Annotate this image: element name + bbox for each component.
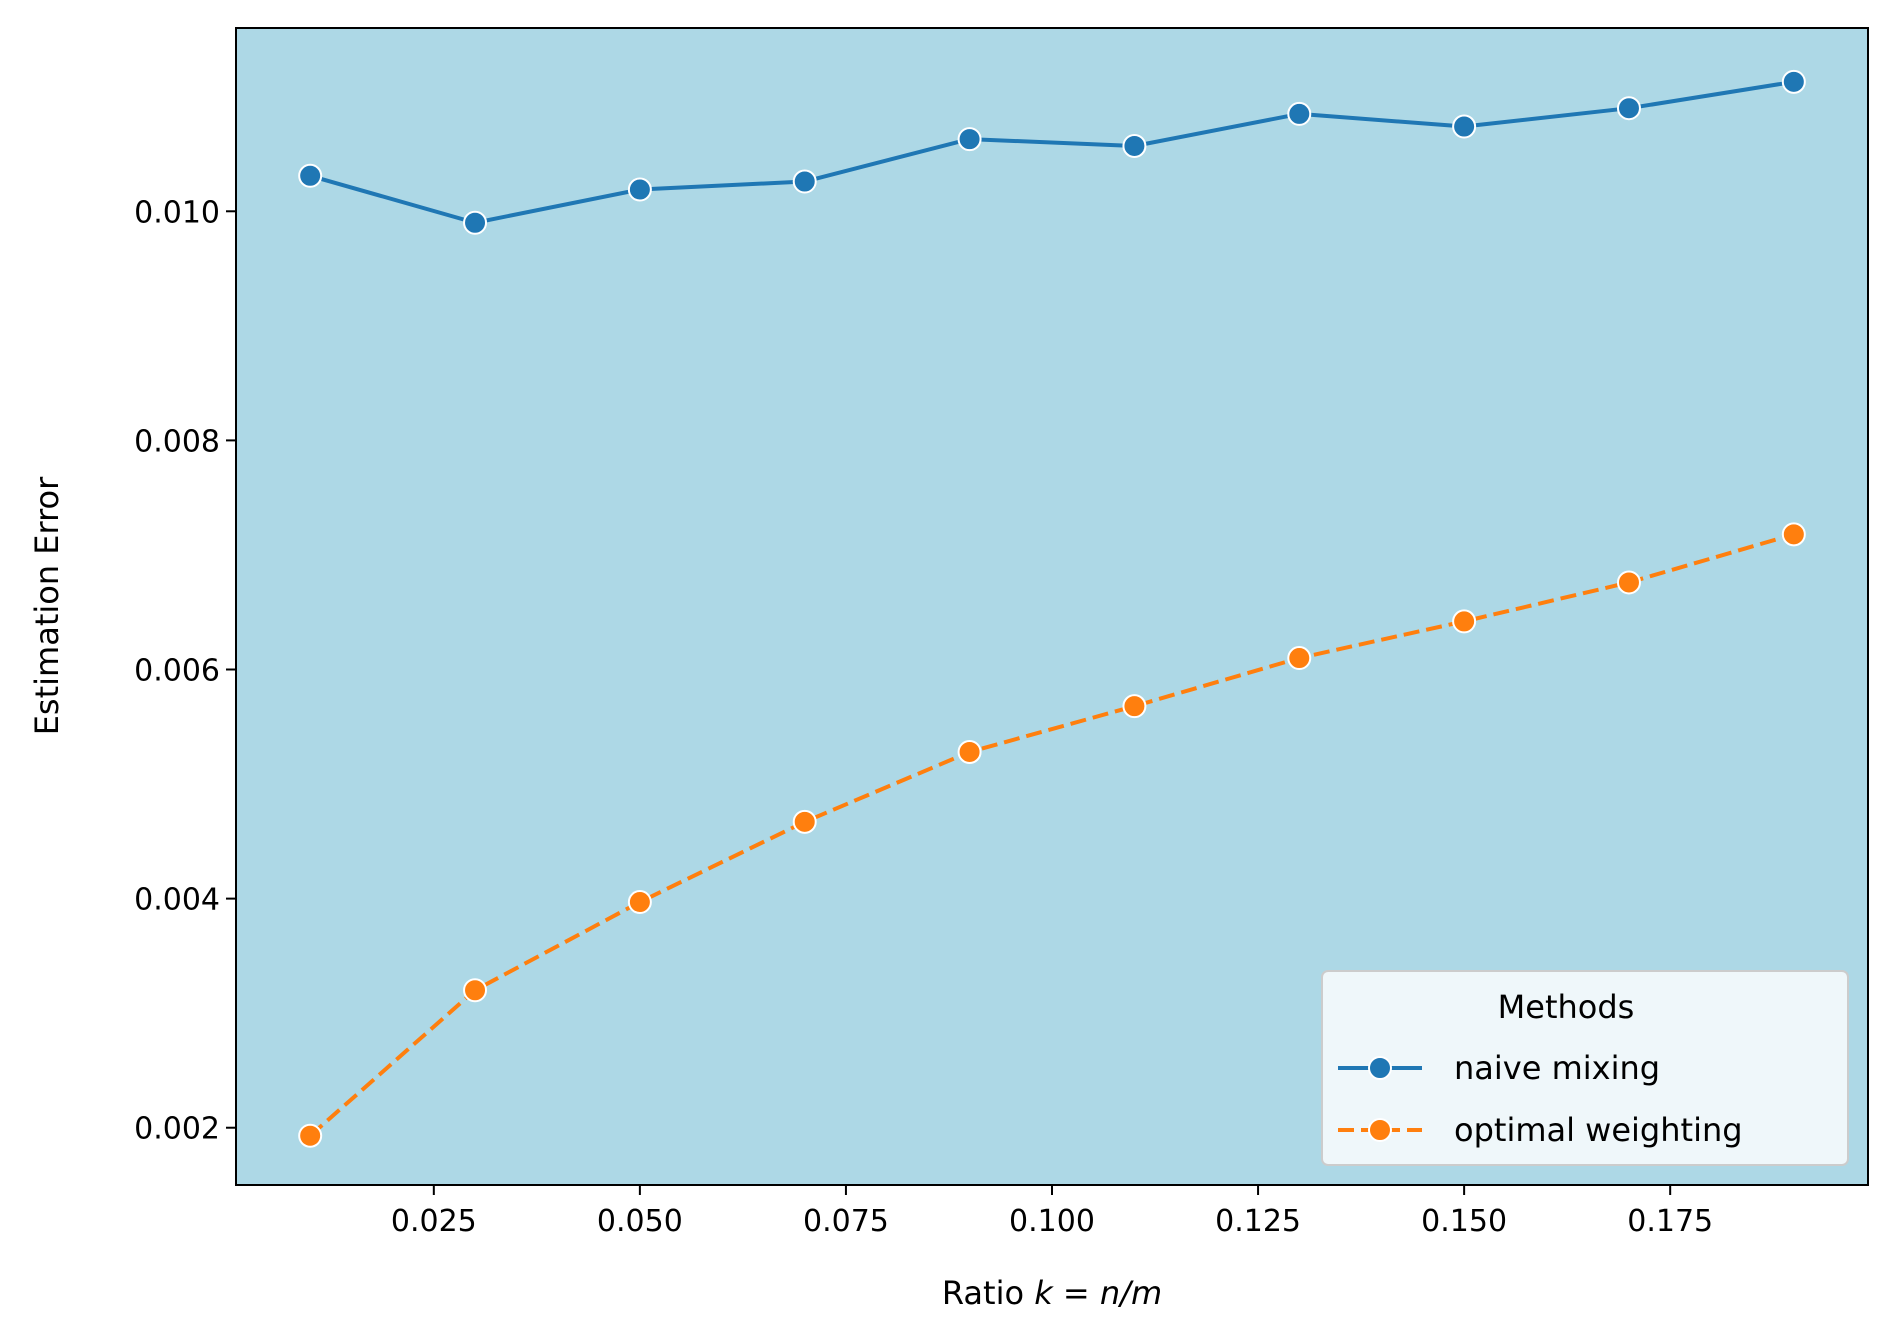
data-point-optimal-weighting	[298, 1123, 323, 1148]
series-layer	[298, 69, 1806, 1148]
data-point-naive-mixing	[957, 127, 982, 152]
x-tick-label: 0.025	[391, 1204, 477, 1239]
y-axis-label: Estimation Error	[28, 476, 66, 735]
legend-entries: naive mixing optimal weighting	[1338, 1049, 1743, 1149]
data-point-naive-mixing	[1122, 133, 1147, 158]
data-point-naive-mixing	[1781, 69, 1806, 94]
x-axis: 0.025 0.050 0.075 0.100 0.125 0.150 0.175	[391, 1185, 1713, 1239]
series-line-naive-mixing	[309, 79, 1795, 225]
y-tick-label: 0.002	[134, 1112, 220, 1147]
legend-title: Methods	[1498, 988, 1635, 1026]
data-point-optimal-weighting	[463, 978, 488, 1003]
legend-box	[1321, 970, 1849, 1166]
y-tick-label: 0.004	[134, 883, 220, 918]
x-tick-label: 0.075	[803, 1204, 889, 1239]
legend: Methods naive mixing optimal weighting	[1321, 970, 1849, 1166]
data-point-naive-mixing	[1616, 96, 1641, 121]
data-point-optimal-weighting	[792, 809, 817, 834]
data-point-optimal-weighting	[1287, 646, 1312, 671]
x-axis-label-math: k = n/m	[1034, 1274, 1162, 1312]
x-tick-label: 0.150	[1421, 1204, 1507, 1239]
data-point-optimal-weighting	[957, 739, 982, 764]
data-point-optimal-weighting	[1781, 522, 1806, 547]
series-line-optimal-weighting	[308, 532, 1795, 1138]
y-axis: 0.002 0.004 0.006 0.008 0.010	[134, 195, 236, 1147]
data-point-optimal-weighting	[627, 890, 652, 915]
x-tick-label: 0.100	[1009, 1204, 1095, 1239]
x-axis-label-prefix: Ratio	[942, 1274, 1034, 1312]
y-tick-label: 0.008	[134, 424, 220, 459]
data-point-naive-mixing	[463, 210, 488, 235]
x-axis-label: Ratio k = n/m	[942, 1274, 1162, 1312]
data-point-optimal-weighting	[1122, 694, 1147, 719]
x-tick-label: 0.125	[1215, 1204, 1301, 1239]
data-point-naive-mixing	[298, 163, 323, 188]
x-tick-label: 0.175	[1627, 1204, 1713, 1239]
legend-swatch-marker-optimal-weighting	[1368, 1118, 1392, 1142]
y-tick-label: 0.006	[134, 654, 220, 689]
data-point-naive-mixing	[1452, 114, 1477, 139]
data-point-optimal-weighting	[1616, 570, 1641, 595]
data-point-naive-mixing	[792, 169, 817, 194]
data-point-naive-mixing	[1287, 101, 1312, 126]
legend-label-naive-mixing: naive mixing	[1454, 1049, 1660, 1087]
legend-swatch-marker-naive-mixing	[1368, 1056, 1392, 1080]
data-point-optimal-weighting	[1452, 609, 1477, 634]
y-tick-label: 0.010	[134, 195, 220, 230]
data-point-naive-mixing	[627, 177, 652, 202]
legend-label-optimal-weighting: optimal weighting	[1454, 1111, 1743, 1149]
x-tick-label: 0.050	[597, 1204, 683, 1239]
